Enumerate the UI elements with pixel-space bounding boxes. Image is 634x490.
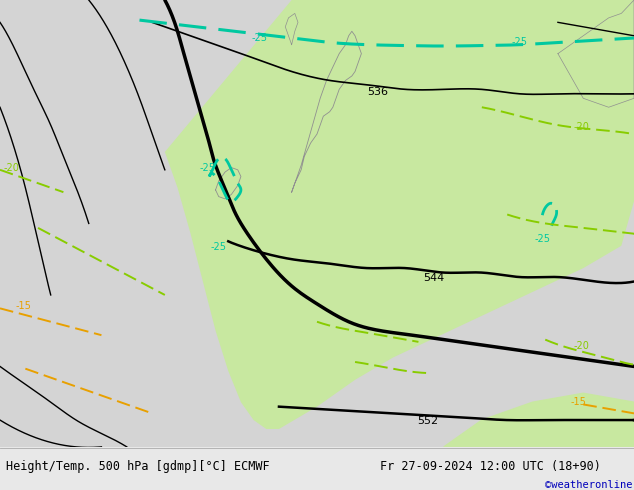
Text: -15: -15 [16, 301, 32, 311]
Text: Height/Temp. 500 hPa [gdmp][°C] ECMWF: Height/Temp. 500 hPa [gdmp][°C] ECMWF [6, 460, 270, 473]
Text: -25: -25 [512, 37, 528, 48]
Text: Fr 27-09-2024 12:00 UTC (18+90): Fr 27-09-2024 12:00 UTC (18+90) [380, 460, 601, 473]
Polygon shape [444, 393, 634, 447]
Text: 536: 536 [366, 87, 388, 97]
Polygon shape [216, 168, 241, 199]
Text: -20: -20 [3, 163, 19, 172]
Text: -25: -25 [534, 234, 550, 244]
Text: -20: -20 [574, 122, 590, 132]
Text: -25: -25 [252, 33, 268, 43]
Text: -25: -25 [199, 163, 216, 172]
Text: 544: 544 [424, 273, 445, 283]
Text: -20: -20 [574, 342, 590, 351]
Text: -15: -15 [571, 397, 586, 407]
Text: ©weatheronline.co.uk: ©weatheronline.co.uk [545, 480, 634, 490]
Polygon shape [558, 0, 634, 107]
Text: -25: -25 [210, 242, 227, 252]
Text: 552: 552 [417, 416, 439, 426]
Polygon shape [285, 13, 298, 45]
Polygon shape [292, 31, 361, 192]
Polygon shape [165, 0, 634, 429]
